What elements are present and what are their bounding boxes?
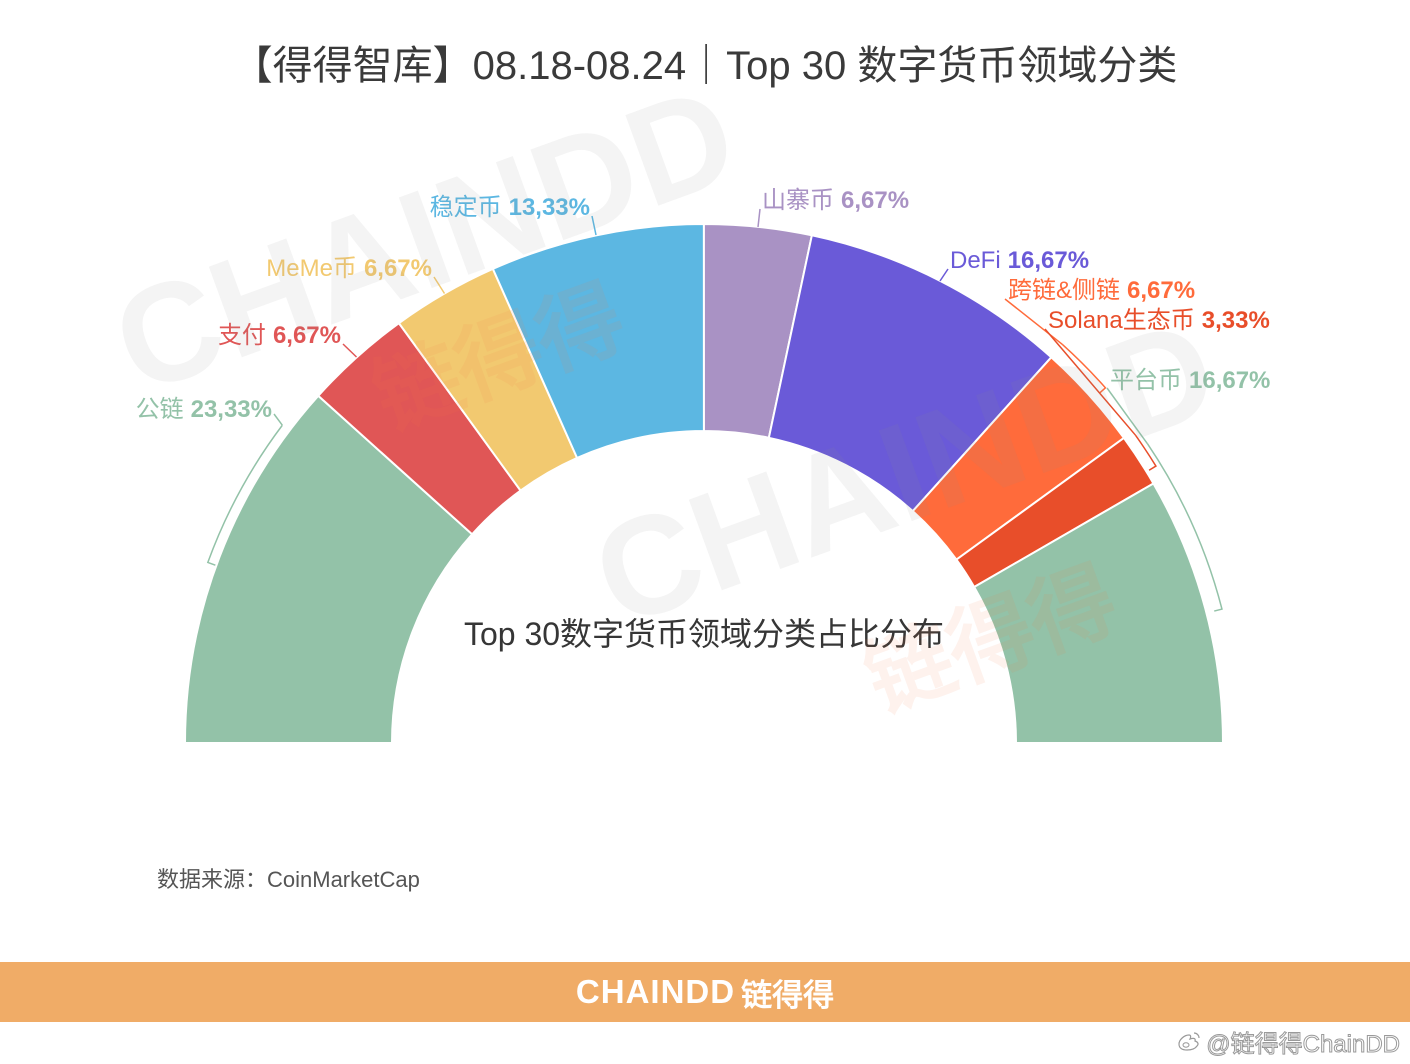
slice-label-value: 6,67% bbox=[1127, 277, 1195, 304]
pie-slice-1 bbox=[183, 394, 474, 744]
social-watermark-text: @链得得ChainDD bbox=[1206, 1030, 1401, 1058]
slice-label-7: 跨链&侧链 6,67% bbox=[1008, 277, 1195, 304]
slice-label-1: 公链 23,33% bbox=[136, 396, 272, 423]
slice-label-2: 支付 6,67% bbox=[218, 322, 341, 349]
slice-label-value: 16,67% bbox=[1189, 367, 1270, 394]
label-bracket-8 bbox=[1134, 434, 1157, 471]
chart-center-title: Top 30数字货币领域分类占比分布 bbox=[464, 616, 944, 652]
page-title: 【得得智库】08.18-08.24｜Top 30 数字货币领域分类 bbox=[232, 44, 1178, 88]
half-donut-chart: 公链 23,33% 支付 6,67% MeMe币 6,67% 稳定币 13,33% 山寨币 6,6… bbox=[95, 55, 1271, 744]
slice-label-category: 支付 bbox=[218, 322, 266, 349]
slice-label-value: 16,67% bbox=[1008, 247, 1089, 274]
slice-label-value: 3,33% bbox=[1202, 307, 1270, 334]
weibo-icon bbox=[1176, 1030, 1202, 1052]
leader-line-9 bbox=[1106, 387, 1149, 445]
slice-label-category: 稳定币 bbox=[430, 194, 502, 221]
leader-line-5 bbox=[757, 208, 761, 228]
leader-line-4 bbox=[591, 215, 597, 236]
chart-leader-lines bbox=[206, 208, 1223, 612]
label-bracket-7 bbox=[1062, 344, 1107, 394]
label-bracket-9 bbox=[1146, 443, 1223, 612]
leader-line-3 bbox=[433, 276, 446, 294]
footer-brand-cn: 链得得 bbox=[741, 977, 835, 1013]
leader-line-7 bbox=[1004, 298, 1064, 346]
label-bracket-1 bbox=[206, 424, 283, 566]
social-watermark: @链得得ChainDD bbox=[1176, 1026, 1401, 1058]
slice-label-category: 山寨币 bbox=[762, 187, 834, 214]
slice-label-9: 平台币 16,67% bbox=[1110, 367, 1270, 394]
slice-label-value: 23,33% bbox=[191, 396, 272, 423]
leader-line-1 bbox=[273, 413, 283, 426]
slice-label-4: 稳定币 13,33% bbox=[430, 194, 590, 221]
slice-label-category: 平台币 bbox=[1110, 367, 1182, 394]
leader-line-2 bbox=[342, 343, 358, 358]
slice-label-category: MeMe币 bbox=[266, 255, 357, 282]
slice-label-5: 山寨币 6,67% bbox=[762, 187, 909, 214]
slice-label-category: DeFi bbox=[950, 247, 1001, 274]
chart-slices bbox=[183, 222, 1225, 744]
slice-label-value: 6,67% bbox=[273, 322, 341, 349]
footer-bar: CHAINDD 链得得 bbox=[0, 962, 1410, 1022]
slice-label-category: 公链 bbox=[136, 396, 184, 423]
slice-label-6: DeFi 16,67% bbox=[950, 247, 1089, 274]
chart-slice-labels: 公链 23,33% 支付 6,67% MeMe币 6,67% 稳定币 13,33% 山寨币 6,6… bbox=[136, 187, 1271, 423]
pie-slice-9 bbox=[972, 482, 1225, 744]
slice-label-category: 跨链&侧链 bbox=[1008, 277, 1120, 304]
slice-label-category: Solana生态币 bbox=[1048, 307, 1195, 334]
slice-label-value: 6,67% bbox=[841, 187, 909, 214]
slice-label-3: MeMe币 6,67% bbox=[266, 255, 432, 282]
data-source: 数据来源：CoinMarketCap bbox=[157, 867, 420, 892]
leader-line-8 bbox=[1044, 328, 1137, 436]
slice-label-value: 13,33% bbox=[509, 194, 590, 221]
footer-brand-en: CHAINDD bbox=[575, 973, 736, 1010]
slice-label-8: Solana生态币 3,33% bbox=[1048, 307, 1270, 334]
leader-line-6 bbox=[939, 268, 949, 282]
slice-label-value: 6,67% bbox=[364, 255, 432, 282]
